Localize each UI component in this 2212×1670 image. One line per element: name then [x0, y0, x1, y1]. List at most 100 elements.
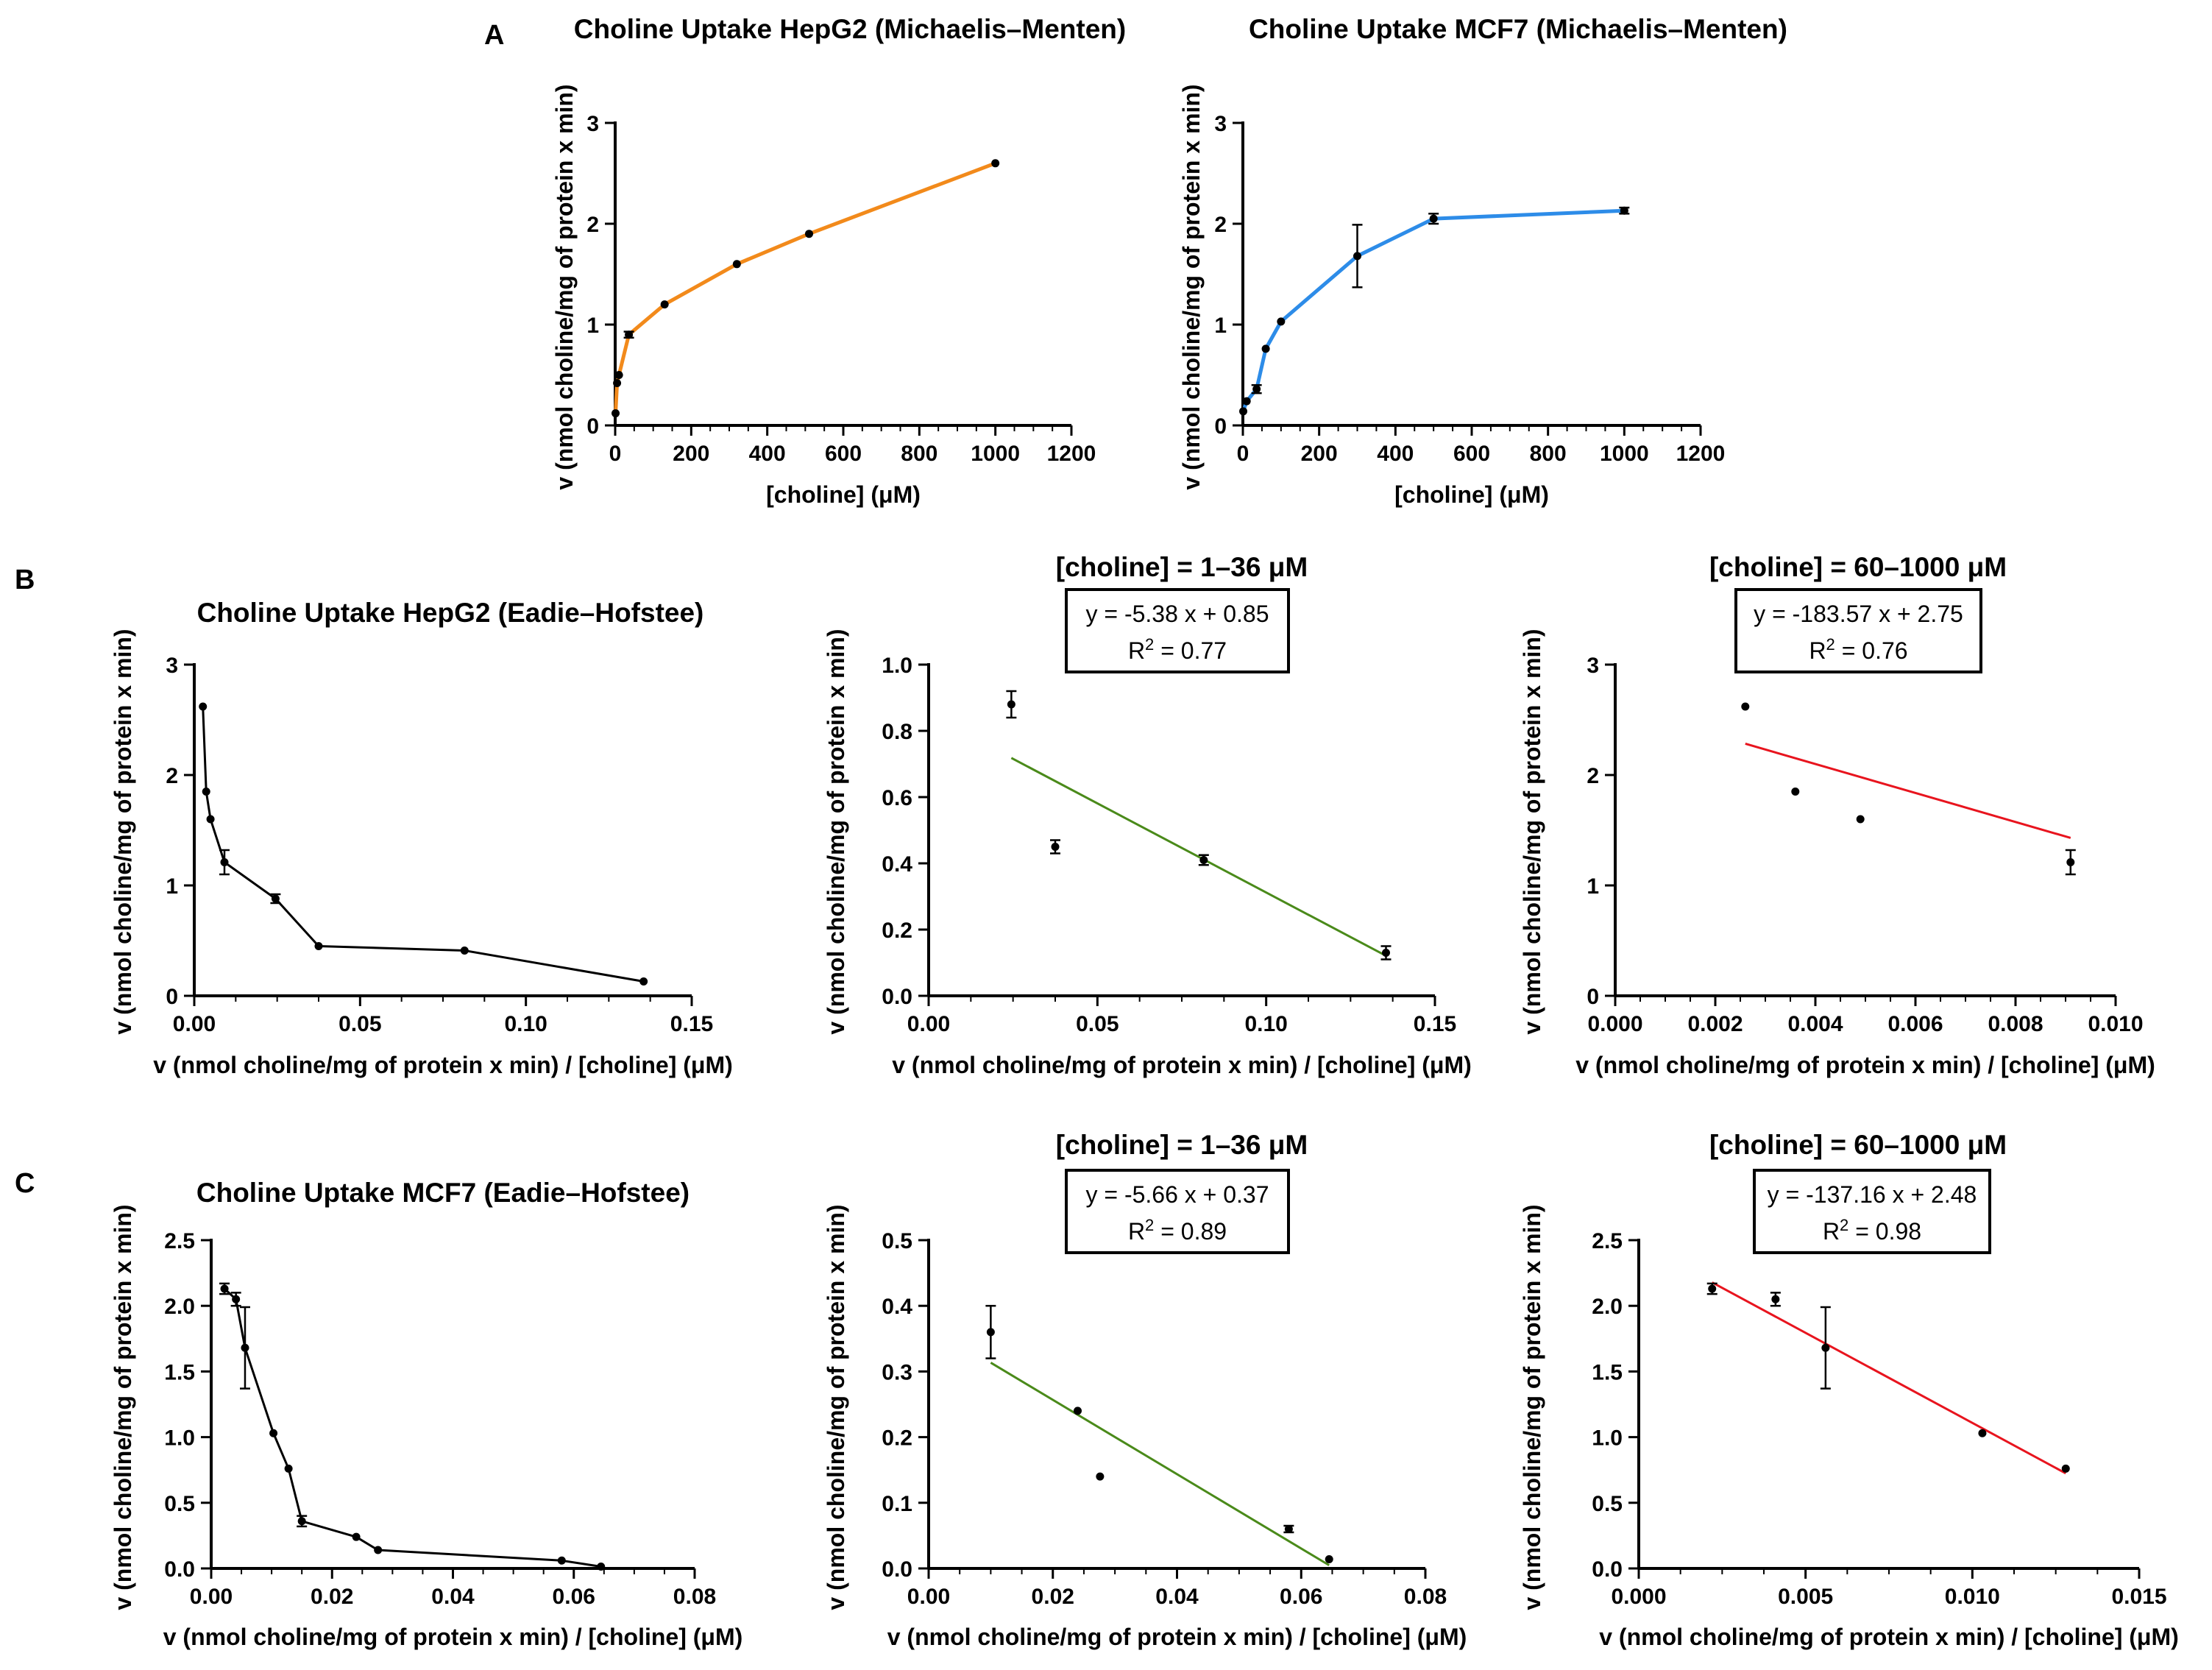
y-tick-label: 1.0: [164, 1426, 195, 1451]
y-tick-label: 3: [1214, 112, 1227, 136]
y-tick-label: 2: [166, 764, 178, 788]
x-tick-label: 0.004: [1787, 1012, 1843, 1036]
x-tick-label: 600: [1453, 442, 1490, 466]
x-tick-label: 0.015: [2111, 1585, 2166, 1609]
chart-title: [choline] = 60–1000 μM: [1709, 552, 2007, 582]
x-tick-label: 800: [1530, 442, 1567, 466]
r-squared-exponent: 2: [1145, 635, 1154, 654]
data-point: [220, 1284, 229, 1293]
y-axis-label: v (nmol choline/mg of protein x min): [110, 629, 136, 1034]
data-point: [202, 788, 210, 796]
y-tick-label: 1.0: [882, 654, 912, 678]
y-tick-label: 1.5: [164, 1360, 195, 1384]
x-tick-label: 200: [673, 442, 709, 466]
x-tick-label: 800: [901, 442, 937, 466]
y-axis-label: v (nmol choline/mg of protein x min): [823, 1204, 849, 1610]
r-squared-exponent: 2: [1840, 1216, 1848, 1234]
regression-equation: y = -183.57 x + 2.75: [1754, 601, 1963, 627]
y-tick-label: 1: [586, 314, 599, 338]
r-squared-value: = 0.89: [1154, 1218, 1227, 1245]
data-point: [220, 858, 229, 866]
y-tick-label: 2.5: [164, 1229, 195, 1253]
data-point: [1325, 1555, 1333, 1564]
x-tick-label: 0.04: [431, 1585, 475, 1609]
y-tick-label: 3: [586, 112, 599, 136]
data-point: [612, 409, 620, 418]
data-point: [269, 1429, 278, 1437]
x-tick-label: 0.05: [1076, 1012, 1119, 1036]
data-point: [625, 330, 634, 339]
series-line: [614, 161, 996, 414]
y-tick-label: 0.5: [164, 1492, 195, 1516]
chart-title: [choline] = 1–36 μM: [1056, 552, 1308, 582]
y-tick-label: 2.0: [164, 1295, 195, 1319]
data-point: [1239, 407, 1248, 416]
chart-a2: Choline Uptake MCF7 (Michaelis–Menten) 0 2…: [1178, 14, 1787, 508]
x-axis-label: v (nmol choline/mg of protein x min) / […: [1575, 1052, 2155, 1078]
x-tick-label: 0.08: [1404, 1585, 1447, 1609]
r-squared: R2 = 0.76: [1809, 635, 1907, 664]
r-squared-exponent: 2: [1826, 635, 1835, 654]
data-point: [1821, 1343, 1830, 1352]
y-tick-label: 0.0: [882, 1557, 912, 1582]
y-tick-label: 1: [1214, 314, 1227, 338]
x-tick-label: 1200: [1676, 442, 1726, 466]
data-point: [639, 977, 648, 986]
regression-line: [1745, 743, 2071, 839]
data-point: [1708, 1284, 1717, 1293]
y-tick-label: 0.3: [882, 1360, 912, 1384]
series-line: [1241, 208, 1625, 412]
data-point: [1978, 1429, 1987, 1437]
data-point: [1242, 397, 1251, 406]
data-point: [1277, 317, 1286, 326]
x-axis-label: [choline] (μM): [1394, 481, 1549, 508]
data-point: [805, 230, 813, 238]
x-tick-label: 0.00: [190, 1585, 233, 1609]
data-point: [284, 1464, 293, 1473]
x-tick-label: 0.06: [553, 1585, 595, 1609]
x-tick-label: 0: [609, 442, 622, 466]
data-point: [1284, 1524, 1293, 1533]
y-tick-label: 1: [166, 874, 178, 899]
chart-c1: Choline Uptake MCF7 (Eadie–Hofstee) 0.00 0…: [110, 1178, 742, 1650]
y-axis-label: v (nmol choline/mg of protein x min): [110, 1204, 136, 1610]
panel-letter-b: B: [15, 565, 35, 595]
y-tick-label: 2.0: [1592, 1295, 1623, 1319]
y-axis-label: v (nmol choline/mg of protein x min): [1178, 84, 1205, 489]
x-tick-label: 0.006: [1887, 1012, 1943, 1036]
x-tick-label: 0.10: [504, 1012, 547, 1036]
r-squared-value: = 0.76: [1835, 637, 1908, 664]
chart-c3: [choline] = 60–1000 μM 0.000 0.005 0.010 0.0…: [1519, 1130, 2179, 1650]
data-point: [460, 947, 469, 955]
data-point: [352, 1532, 361, 1541]
y-tick-label: 0.4: [882, 852, 912, 877]
x-tick-label: 0.008: [1988, 1012, 2043, 1036]
data-point: [1791, 788, 1800, 796]
data-point: [614, 371, 623, 379]
y-tick-label: 0.1: [882, 1492, 912, 1516]
y-tick-label: 1.0: [1592, 1426, 1623, 1451]
data-point: [2061, 1464, 2070, 1473]
x-tick-label: 1000: [1600, 442, 1649, 466]
regression-line: [1712, 1281, 2066, 1475]
data-point: [1199, 856, 1208, 864]
chart-title: Choline Uptake MCF7 (Eadie–Hofstee): [196, 1178, 690, 1208]
y-tick-label: 0: [586, 414, 599, 439]
y-tick-label: 0.6: [882, 786, 912, 810]
data-point: [1353, 252, 1361, 261]
x-tick-label: 0.02: [1032, 1585, 1074, 1609]
data-point: [1051, 843, 1060, 851]
x-axis-label: v (nmol choline/mg of protein x min) / […: [163, 1624, 743, 1650]
x-tick-label: 0.15: [1414, 1012, 1456, 1036]
chart-title: [choline] = 1–36 μM: [1056, 1130, 1308, 1160]
equation-box: [1065, 1169, 1290, 1254]
x-tick-label: 600: [825, 442, 862, 466]
x-tick-label: 0.05: [338, 1012, 381, 1036]
x-tick-label: 0.00: [173, 1012, 216, 1036]
chart-b2: [choline] = 1–36 μM 0.00 0.05 0.10 0.15 0.0 0.…: [823, 552, 1472, 1078]
regression-equation: y = -5.38 x + 0.85: [1085, 601, 1269, 627]
y-tick-label: 2: [1587, 764, 1599, 788]
data-point: [660, 300, 669, 309]
data-point: [1074, 1407, 1082, 1415]
y-tick-label: 2: [586, 213, 599, 237]
